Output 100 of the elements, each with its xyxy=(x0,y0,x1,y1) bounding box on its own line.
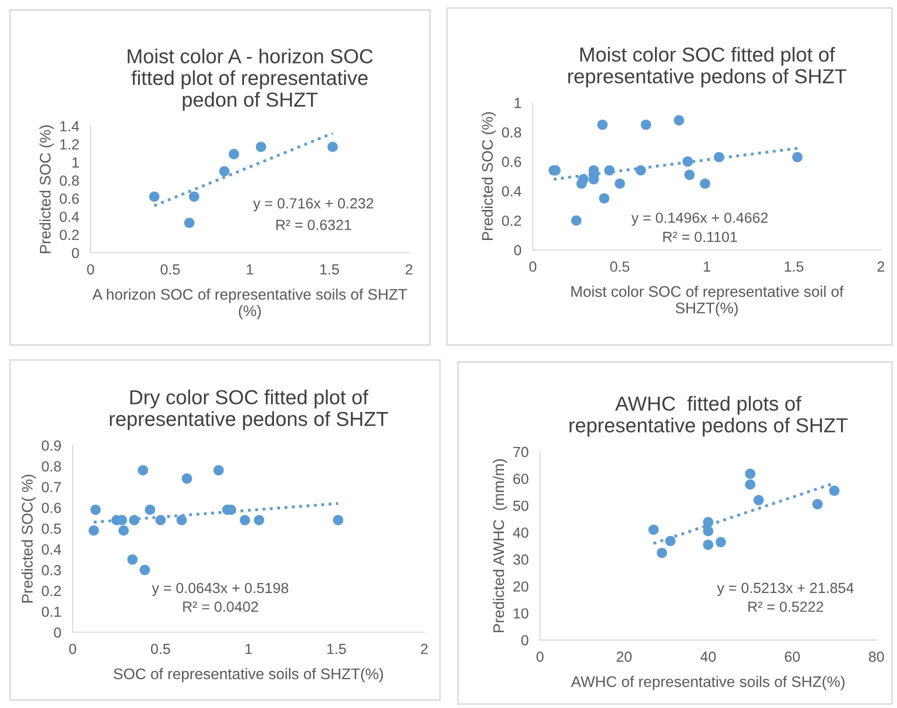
point xyxy=(140,564,150,576)
x-tick-label: 1.5 xyxy=(327,644,346,654)
x-tick-label: 1 xyxy=(246,644,252,654)
point xyxy=(240,514,250,526)
point xyxy=(129,514,140,526)
point xyxy=(571,215,582,226)
chart-title: Dry color SOC fitted plot of representative pedons of SHZT xyxy=(110,390,388,430)
point xyxy=(703,540,714,550)
x-axis-title: A horizon SOC of representative soils of SHZT (%) xyxy=(92,288,407,320)
y-tick-label: 0.2 xyxy=(42,586,61,596)
y-tick-label: 0.3 xyxy=(42,565,61,576)
annotation: R² = 0.5222 xyxy=(748,602,824,612)
annotation: R² = 0.6321 xyxy=(276,220,352,230)
point xyxy=(327,142,338,152)
annotation: y = 0.0643x + 0.5198 xyxy=(152,582,288,596)
point xyxy=(674,115,684,126)
x-tick-label: 40 xyxy=(700,652,716,662)
x-tick-label: 1 xyxy=(246,264,254,274)
y-tick-label: 0 xyxy=(521,635,528,646)
point xyxy=(118,525,129,536)
y-tick-label: 20 xyxy=(513,581,528,592)
point xyxy=(604,165,615,176)
x-axis-title: AWHC of representative soils of SHZ(%) xyxy=(570,676,844,690)
point xyxy=(184,218,194,228)
y-tick-label: 0.2 xyxy=(60,230,79,240)
annotation: R² = 0.1101 xyxy=(663,232,737,242)
y-tick-label: 60 xyxy=(513,474,528,484)
point xyxy=(700,178,710,189)
point xyxy=(812,499,823,510)
point xyxy=(599,193,610,204)
x-tick-label: 0.5 xyxy=(150,644,170,654)
point xyxy=(144,504,156,515)
annotation: R² = 0.0402 xyxy=(183,602,258,612)
point xyxy=(648,524,659,535)
y-tick-label: 0.6 xyxy=(502,156,522,167)
y-tick-label: 30 xyxy=(513,554,528,565)
annotation: y = 0.716x + 0.232 xyxy=(253,198,374,212)
point xyxy=(219,166,230,176)
y-tick-label: 0.7 xyxy=(42,482,61,492)
y-tick-label: 0.8 xyxy=(60,175,79,186)
point xyxy=(228,148,240,160)
point xyxy=(597,120,608,130)
y-tick-label: 1 xyxy=(514,98,521,108)
y-tick-label: 0.5 xyxy=(42,524,61,534)
x-tick-label: 2 xyxy=(878,261,884,272)
point xyxy=(138,465,148,476)
y-tick-label: 0.9 xyxy=(42,440,61,451)
chart-title: AWHC fitted plots of representative pedons of SHZT xyxy=(570,396,848,436)
point xyxy=(254,514,264,526)
point xyxy=(682,156,693,167)
y-tick-label: 0.6 xyxy=(42,502,61,514)
point xyxy=(213,465,224,476)
point xyxy=(256,142,266,152)
chart-title: Moist color SOC fitted plot of representative pedons of SHZT xyxy=(568,46,846,88)
point xyxy=(703,517,714,528)
x-tick-label: 60 xyxy=(784,652,800,662)
x-tick-label: 1.5 xyxy=(784,262,804,272)
chart-title: Moist color A - horizon SOC fitted plot of representative pedon of SHZT xyxy=(128,48,373,111)
point xyxy=(745,479,756,490)
point xyxy=(188,191,200,202)
point xyxy=(149,191,160,202)
y-tick-label: 0.4 xyxy=(60,212,80,222)
y-tick-label: 0.1 xyxy=(42,606,61,617)
x-tick-label: 0.5 xyxy=(610,261,630,272)
x-tick-label: 1 xyxy=(704,262,710,272)
y-tick-label: 40 xyxy=(513,528,528,538)
point xyxy=(753,494,764,506)
point xyxy=(665,536,676,546)
point xyxy=(716,536,726,548)
y-tick-label: 0 xyxy=(72,248,79,258)
point xyxy=(714,152,724,162)
y-axis-title: Predicted SOC (%) xyxy=(482,112,496,240)
point xyxy=(614,178,625,189)
point xyxy=(332,514,344,526)
y-tick-label: 0 xyxy=(54,627,61,638)
y-tick-label: 0.8 xyxy=(42,461,61,472)
annotation: y = 0.5213x + 21.854 xyxy=(717,582,854,596)
point xyxy=(578,174,588,184)
point xyxy=(684,170,695,180)
x-tick-label: 20 xyxy=(616,652,632,662)
x-tick-label: 0 xyxy=(536,652,544,662)
point xyxy=(88,525,99,536)
y-tick-label: 10 xyxy=(514,608,528,619)
point xyxy=(127,554,138,565)
point xyxy=(703,526,714,536)
y-tick-label: 1.4 xyxy=(60,121,80,132)
x-tick-label: 0 xyxy=(529,261,536,272)
x-tick-label: 0.5 xyxy=(160,264,180,275)
y-tick-label: 50 xyxy=(513,500,528,511)
y-tick-label: 1 xyxy=(72,157,79,168)
point xyxy=(636,165,646,176)
y-axis-title: Predicted SOC (%) xyxy=(39,125,54,254)
point xyxy=(155,514,166,526)
y-tick-label: 0.2 xyxy=(502,216,521,226)
x-tick-label: 80 xyxy=(868,652,884,662)
y-tick-label: 70 xyxy=(513,446,528,458)
point xyxy=(182,473,192,484)
y-tick-label: 0.4 xyxy=(42,544,62,555)
x-tick-label: 1.5 xyxy=(320,264,339,275)
y-tick-label: 0.4 xyxy=(502,186,522,196)
